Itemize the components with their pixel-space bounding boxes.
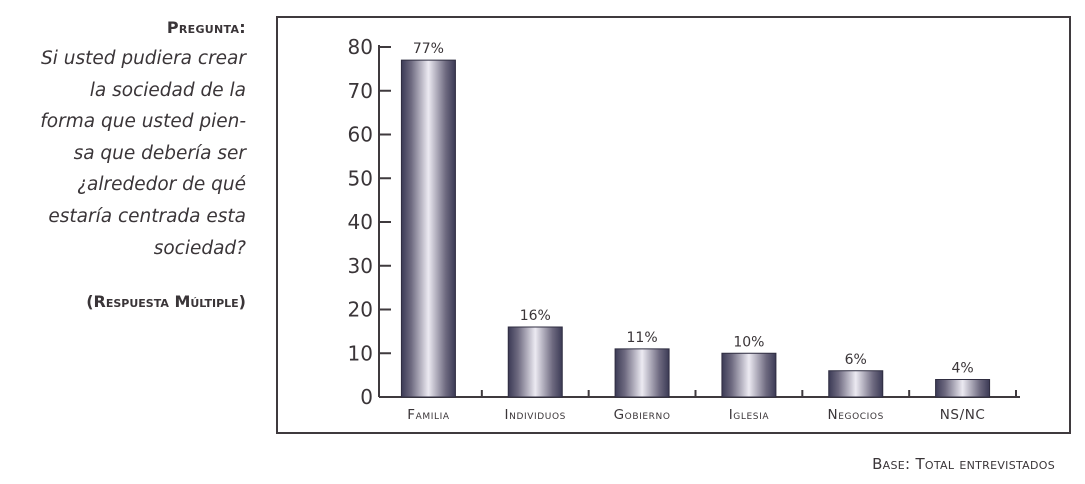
data-label: 10% bbox=[733, 334, 764, 350]
y-tick-label: 80 bbox=[348, 35, 373, 59]
question-text: Si usted pudiera crear la sociedad de la… bbox=[10, 43, 246, 264]
bar bbox=[400, 59, 456, 398]
y-tick-label: 70 bbox=[348, 79, 373, 103]
question-line: sociedad? bbox=[153, 237, 246, 259]
question-label: Pregunta: bbox=[166, 18, 246, 37]
question-line: forma que usted pien- bbox=[40, 111, 246, 133]
x-tick-label: NS/NC bbox=[940, 407, 986, 423]
y-tick-label: 40 bbox=[348, 210, 373, 234]
bar-chart: 0 10 20 30 40 50 60 70 80 77% Familia 16% Individuo… bbox=[348, 35, 1020, 423]
bar bbox=[507, 326, 563, 398]
data-label: 6% bbox=[845, 352, 867, 368]
bar bbox=[828, 370, 884, 398]
y-tick-label: 10 bbox=[348, 341, 373, 365]
x-tick-label: Individuos bbox=[505, 407, 566, 423]
data-label: 16% bbox=[520, 308, 551, 324]
y-tick-label: 50 bbox=[348, 166, 373, 190]
data-label: 4% bbox=[951, 361, 973, 377]
x-tick-label: Negocios bbox=[828, 407, 884, 423]
data-label: 11% bbox=[627, 330, 658, 346]
y-tick-label: 20 bbox=[348, 298, 373, 322]
data-label: 77% bbox=[413, 41, 444, 57]
x-tick-label: Gobierno bbox=[614, 407, 671, 423]
y-tick-label: 60 bbox=[348, 123, 373, 147]
y-tick-label: 0 bbox=[360, 385, 373, 409]
x-tick-label: Familia bbox=[407, 407, 450, 423]
bar bbox=[721, 352, 777, 398]
bar bbox=[614, 348, 670, 398]
question-line: la sociedad de la bbox=[89, 79, 246, 101]
base-note: Base: Total entrevistados bbox=[872, 455, 1055, 473]
chart-labels: 77% Familia 16% Individuos 11% Gobierno 10% Igl… bbox=[407, 41, 985, 423]
y-tick-label: 30 bbox=[348, 254, 373, 278]
chart-bars bbox=[400, 59, 991, 398]
question-line: estaría centrada esta bbox=[48, 205, 246, 227]
question-note: (Respuesta Múltiple) bbox=[86, 292, 246, 312]
question-line: ¿alrededor de qué bbox=[77, 174, 246, 196]
question-line: Si usted pudiera crear bbox=[40, 48, 246, 69]
bar bbox=[935, 379, 991, 398]
chart-frame bbox=[276, 16, 1071, 434]
question-line: sa que debería ser bbox=[73, 142, 246, 164]
question-block: Pregunta: Si usted pudiera crear la soci… bbox=[10, 18, 246, 311]
chart-axes: 0 10 20 30 40 50 60 70 80 bbox=[348, 35, 1020, 409]
x-tick-label: Iglesia bbox=[729, 407, 770, 423]
